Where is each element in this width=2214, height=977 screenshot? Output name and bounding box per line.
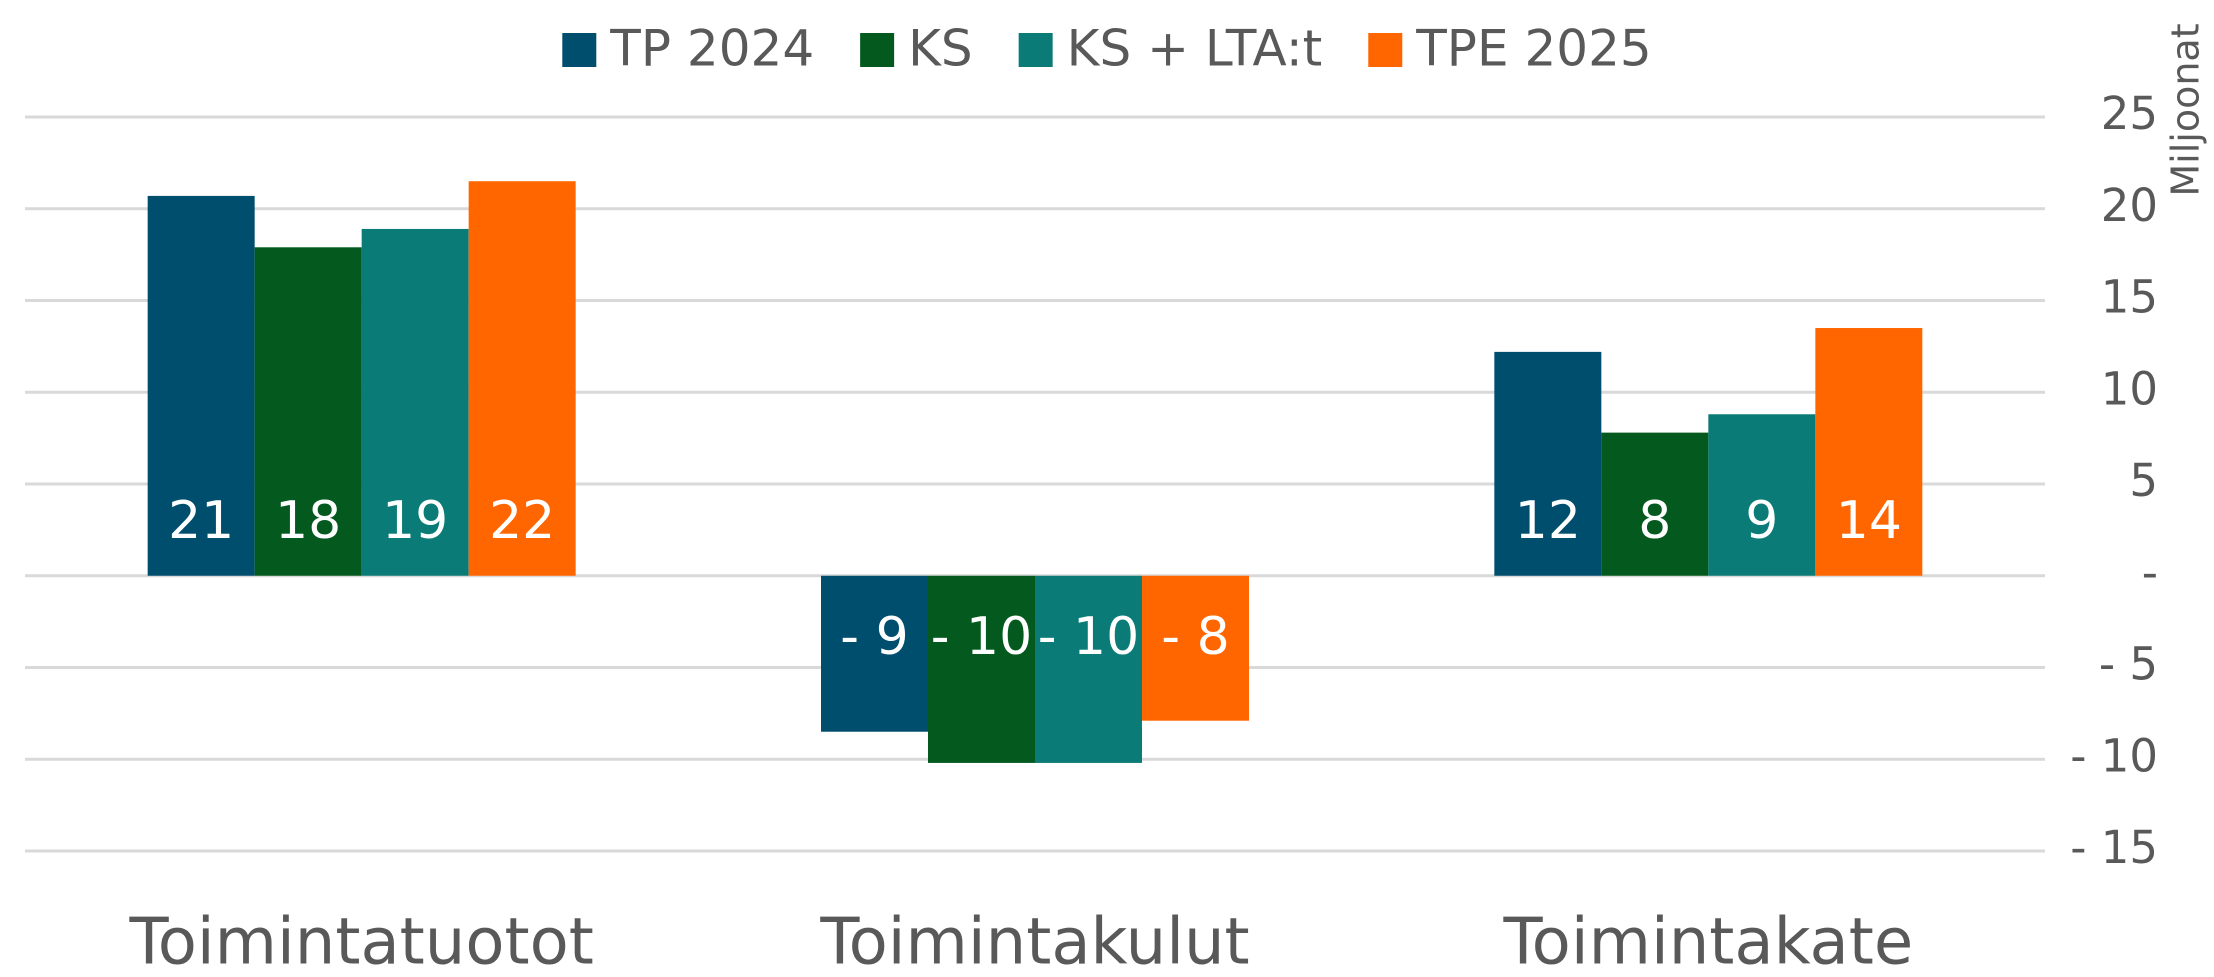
x-tick-label: Toimintakate [1502, 906, 1913, 977]
legend-swatch [860, 33, 895, 67]
bar [821, 575, 928, 732]
x-tick-label: Toimintakulut [819, 906, 1249, 977]
bar [254, 247, 362, 576]
legend-swatch [562, 33, 597, 67]
y-tick-label: 15 [2101, 271, 2158, 324]
y-tick-label: - 5 [2099, 638, 2158, 691]
bar [1035, 575, 1142, 763]
legend-label: TP 2024 [609, 20, 814, 78]
y-tick-label: - 10 [2070, 729, 2158, 782]
value-label: - 10 [1038, 607, 1139, 667]
legend-swatch [1368, 33, 1403, 67]
bar [928, 575, 1035, 763]
bar [1494, 351, 1602, 576]
value-label: 18 [275, 491, 341, 551]
value-label: 21 [168, 491, 234, 551]
value-label: 19 [382, 491, 448, 551]
value-label: - 8 [1161, 607, 1229, 667]
value-label: 8 [1638, 491, 1671, 551]
legend-swatch [1018, 33, 1053, 67]
value-label: - 10 [931, 607, 1032, 667]
value-label: 14 [1836, 491, 1902, 551]
bar [1815, 328, 1923, 576]
x-tick-label: Toimintatuotot [129, 906, 594, 977]
bar [468, 181, 576, 576]
bar [1708, 414, 1816, 576]
value-label: - 9 [840, 607, 908, 667]
bar [361, 228, 469, 576]
value-label: 22 [489, 491, 555, 551]
value-label: 9 [1745, 491, 1778, 551]
y-tick-label: 5 [2129, 454, 2158, 507]
value-label: 12 [1515, 491, 1581, 551]
bar [1601, 432, 1709, 576]
bar [1142, 575, 1249, 721]
legend-label: KS [908, 20, 973, 78]
y-tick-label: 20 [2101, 179, 2158, 232]
y-tick-label: 25 [2101, 87, 2158, 140]
y-axis-label: Miljoonat [2164, 23, 2208, 196]
legend-label: KS + LTA:t [1067, 20, 1323, 78]
y-tick-label: - [2142, 546, 2158, 599]
y-tick-label: 10 [2101, 362, 2158, 415]
bar [147, 195, 255, 576]
y-tick-label: - 15 [2070, 821, 2158, 874]
legend-label: TPE 2025 [1415, 20, 1651, 78]
